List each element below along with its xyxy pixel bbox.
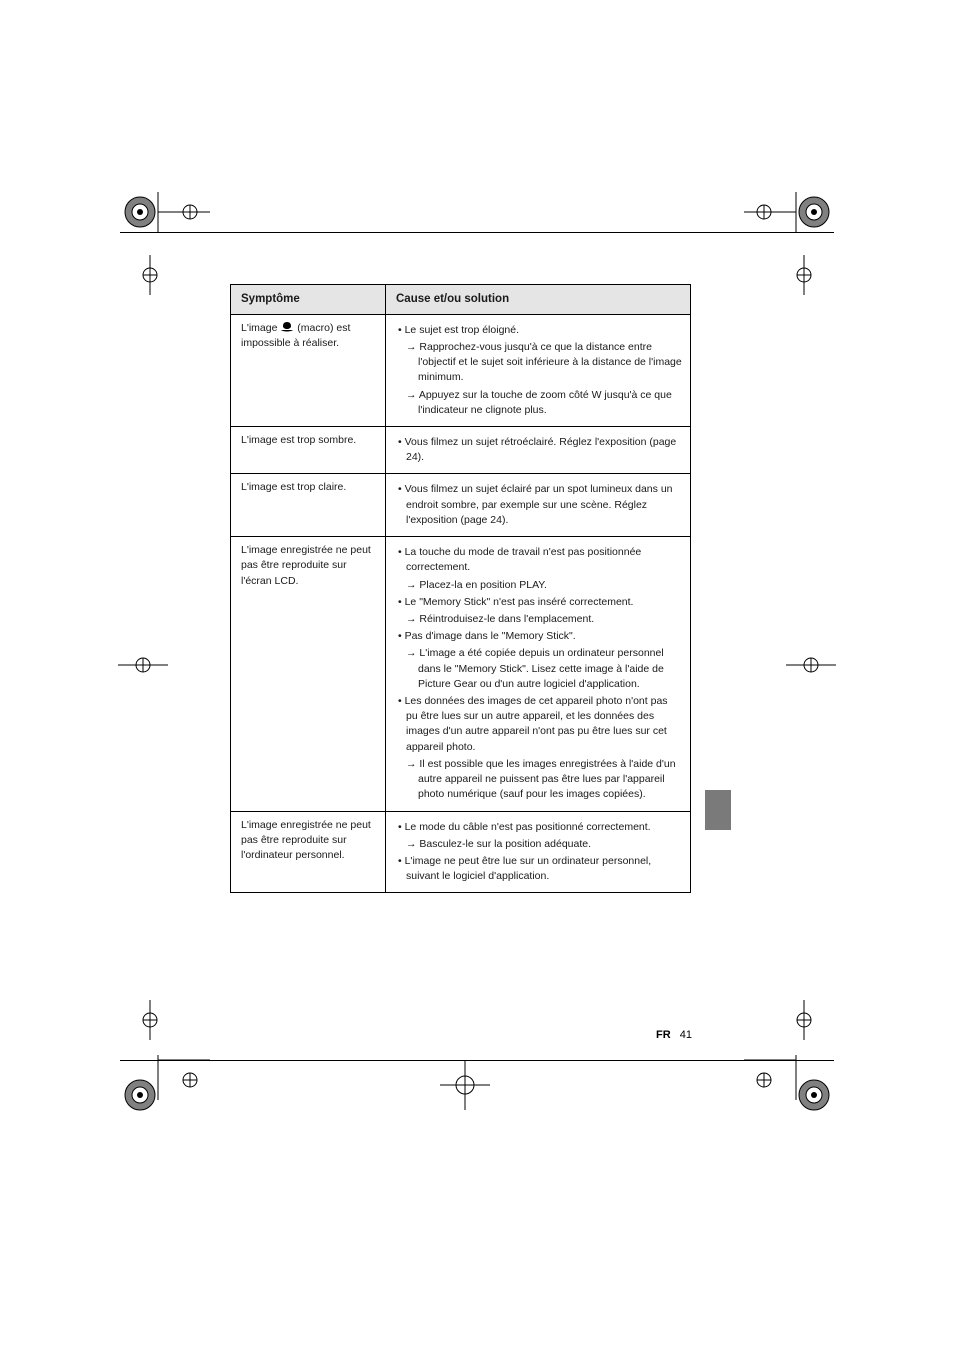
crop-inner-bottom-right	[784, 1000, 824, 1040]
cause-arrow: → Placez-la en position PLAY.	[396, 578, 682, 593]
table-row: L'image est trop claire. • Vous filmez un…	[231, 474, 691, 537]
cause-arrow: → Rapprochez-vous jusqu'à ce que la dist…	[396, 340, 682, 386]
symptom-cell: L'image enregistrée ne peutpas être repr…	[231, 811, 386, 893]
cause-bullet: • Les données des images de cet appareil…	[396, 694, 682, 755]
table-row: L'image est trop sombre. • Vous filmez un…	[231, 426, 691, 473]
cause-bullet: • L'image ne peut être lue sur un ordina…	[396, 854, 682, 884]
cause-bullet: • Vous filmez un sujet éclairé par un sp…	[396, 482, 682, 528]
crop-mark-bottom-right	[744, 1055, 834, 1115]
cause-cell: • Le mode du câble n'est pas positionné …	[386, 811, 691, 893]
symptom-cell: L'image est trop sombre.	[231, 426, 386, 473]
symptom-text: pas être reproduite sur	[241, 558, 377, 573]
cause-bullet: • La touche du mode de travail n'est pas…	[396, 545, 682, 575]
crop-mark-mid-right	[786, 640, 836, 690]
crop-mark-bottom-center	[440, 1060, 490, 1110]
symptom-text: L'image est trop claire.	[241, 480, 377, 495]
cause-bullet: • Le mode du câble n'est pas positionné …	[396, 820, 682, 835]
cause-bullet: • Le sujet est trop éloigné.	[396, 323, 682, 338]
page: Symptôme Cause et/ou solution L'image (m…	[0, 0, 954, 1351]
cause-arrow: → Basculez-le sur la position adéquate.	[396, 837, 682, 852]
footer-page-number: 41	[680, 1029, 692, 1041]
crop-inner-top-left	[130, 255, 170, 295]
print-rule-top	[120, 232, 834, 233]
crop-mark-top-right	[744, 192, 834, 252]
page-footer: FR 41	[656, 1029, 692, 1041]
cause-bullet: • Pas d'image dans le "Memory Stick".	[396, 629, 682, 644]
crop-mark-bottom-left	[120, 1055, 210, 1115]
crop-inner-top-right	[784, 255, 824, 295]
symptom-text: L'image enregistrée ne peut	[241, 818, 377, 833]
table-header-cause: Cause et/ou solution	[386, 285, 691, 315]
crop-mark-top-left	[120, 192, 210, 252]
symptom-cell: L'image enregistrée ne peutpas être repr…	[231, 537, 386, 812]
symptom-text: L'image est trop sombre.	[241, 433, 377, 448]
cause-bullet: • Vous filmez un sujet rétroéclairé. Rég…	[396, 435, 682, 465]
table-header-symptom: Symptôme	[231, 285, 386, 315]
symptom-text: pas être reproduite sur	[241, 833, 377, 848]
section-tab	[705, 790, 731, 830]
cause-cell: • Vous filmez un sujet éclairé par un sp…	[386, 474, 691, 537]
macro-icon	[280, 321, 294, 333]
symptom-text: L'image enregistrée ne peut	[241, 543, 377, 558]
cause-cell: • Le sujet est trop éloigné. → Rapprochez…	[386, 314, 691, 426]
crop-inner-bottom-left	[130, 1000, 170, 1040]
table-row: L'image enregistrée ne peutpas être repr…	[231, 537, 691, 812]
footer-label: FR	[656, 1029, 671, 1041]
symptom-cell: L'image est trop claire.	[231, 474, 386, 537]
cause-cell: • Vous filmez un sujet rétroéclairé. Rég…	[386, 426, 691, 473]
cause-arrow: → Il est possible que les images enregis…	[396, 757, 682, 803]
symptom-text: l'ordinateur personnel.	[241, 848, 377, 863]
cause-arrow: → Appuyez sur la touche de zoom côté W j…	[396, 388, 682, 418]
table-row: L'image enregistrée ne peutpas être repr…	[231, 811, 691, 893]
troubleshooting-table: Symptôme Cause et/ou solution L'image (m…	[230, 284, 691, 893]
cause-arrow: → L'image a été copiée depuis un ordinat…	[396, 646, 682, 692]
symptom-text: l'écran LCD.	[241, 574, 377, 589]
symptom-text: impossible à réaliser.	[241, 336, 377, 351]
cause-arrow: → Réintroduisez-le dans l'emplacement.	[396, 612, 682, 627]
cause-bullet: • Le "Memory Stick" n'est pas inséré cor…	[396, 595, 682, 610]
symptom-cell: L'image (macro) estimpossible à réaliser…	[231, 314, 386, 426]
symptom-text: L'image (macro) est	[241, 321, 377, 336]
cause-cell: • La touche du mode de travail n'est pas…	[386, 537, 691, 812]
table-row: L'image (macro) estimpossible à réaliser…	[231, 314, 691, 426]
crop-mark-mid-left	[118, 640, 168, 690]
